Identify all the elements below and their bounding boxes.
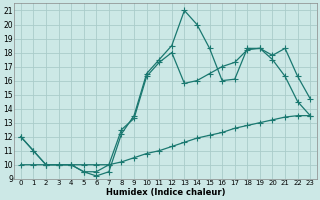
X-axis label: Humidex (Indice chaleur): Humidex (Indice chaleur): [106, 188, 225, 197]
